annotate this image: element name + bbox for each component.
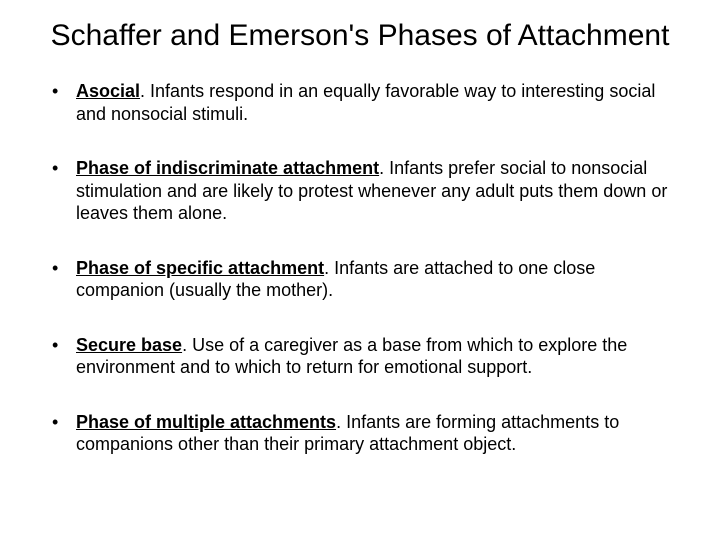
phase-name: Phase of indiscriminate attachment [76, 158, 379, 178]
phase-name: Secure base [76, 335, 182, 355]
list-item: Secure base. Use of a caregiver as a bas… [40, 334, 680, 379]
list-item: Phase of indiscriminate attachment. Infa… [40, 157, 680, 225]
list-item: Phase of specific attachment. Infants ar… [40, 257, 680, 302]
list-item: Asocial. Infants respond in an equally f… [40, 80, 680, 125]
phase-name: Phase of multiple attachments [76, 412, 336, 432]
bullet-list: Asocial. Infants respond in an equally f… [40, 80, 680, 456]
slide-title: Schaffer and Emerson's Phases of Attachm… [40, 18, 680, 54]
phase-name: Phase of specific attachment [76, 258, 324, 278]
phase-description: . Infants respond in an equally favorabl… [76, 81, 655, 124]
phase-name: Asocial [76, 81, 140, 101]
list-item: Phase of multiple attachments. Infants a… [40, 411, 680, 456]
